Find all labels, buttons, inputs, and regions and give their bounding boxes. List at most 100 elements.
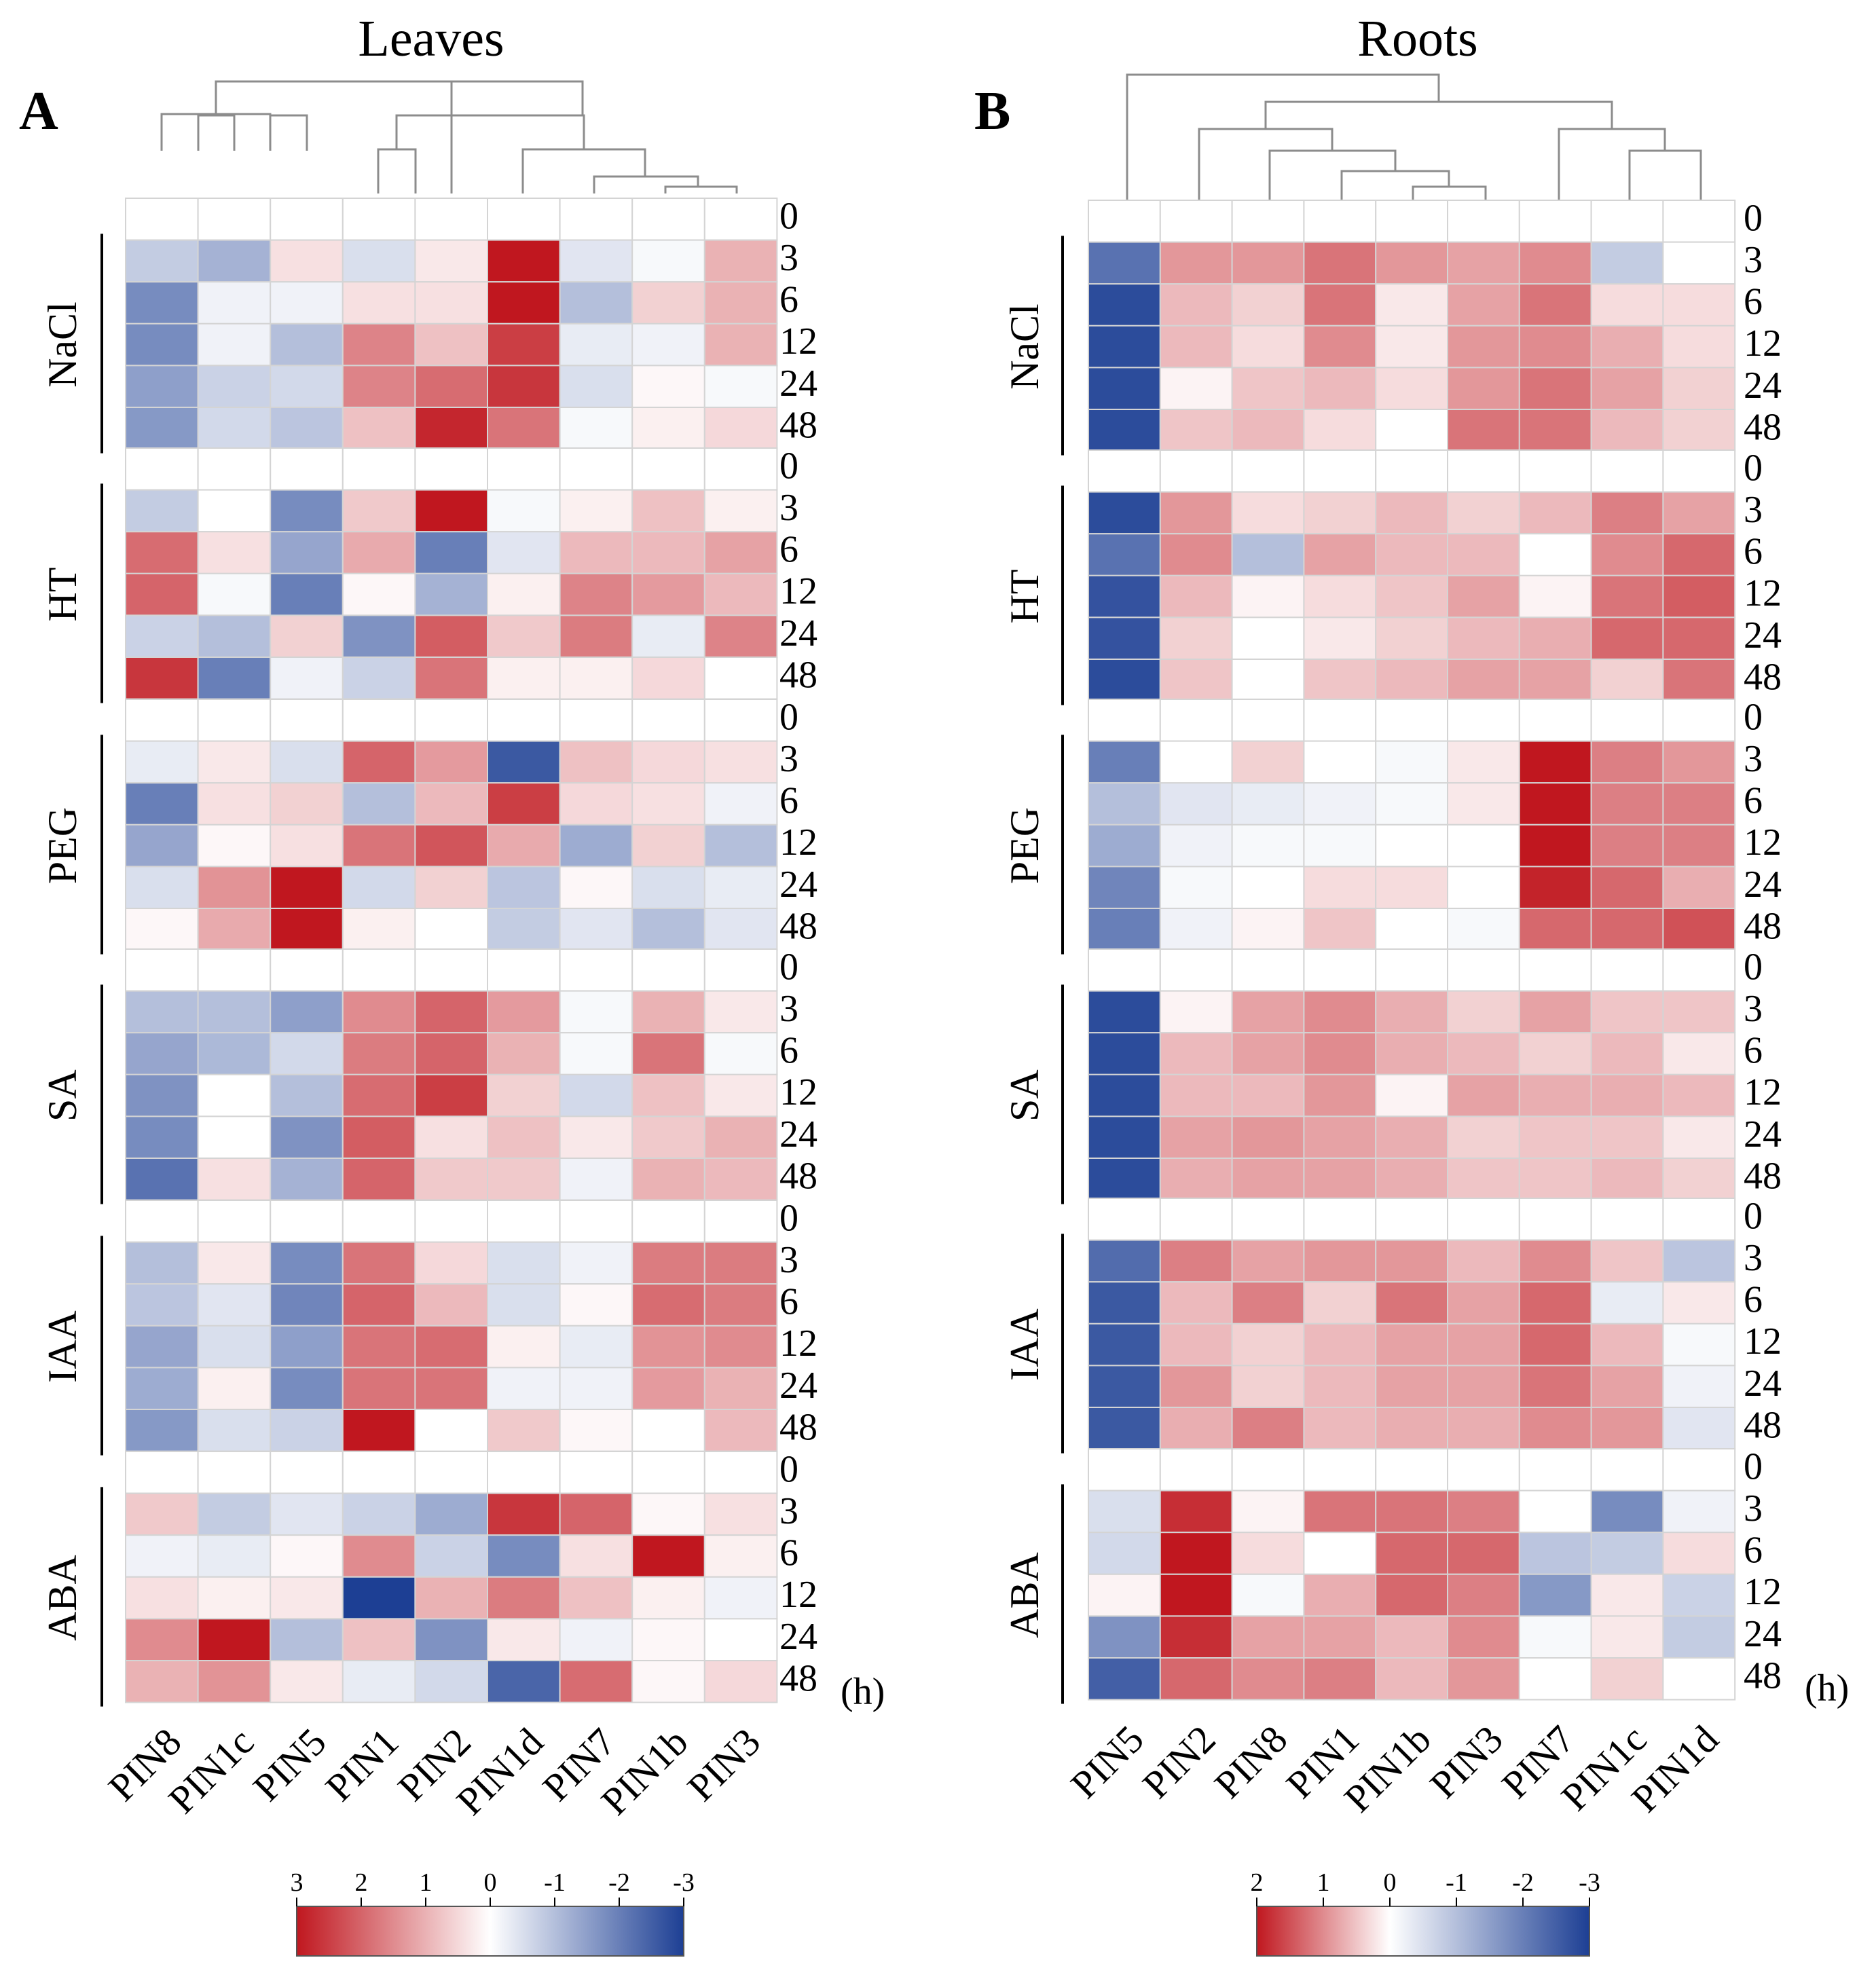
heatmap-cell — [1518, 491, 1592, 535]
heatmap-cell — [1518, 740, 1592, 784]
heatmap-cell — [1231, 1073, 1305, 1117]
time-label: 24 — [1744, 614, 1782, 656]
time-label: 0 — [1744, 696, 1763, 738]
heatmap-cell — [125, 740, 199, 784]
heatmap-cell — [559, 1325, 633, 1369]
heatmap-cell — [631, 866, 705, 910]
heatmap-cell — [487, 572, 561, 616]
heatmap-cell — [1590, 283, 1664, 327]
time-label: 48 — [1744, 905, 1782, 947]
heatmap-cell — [197, 1200, 272, 1243]
heatmap-cell — [487, 1492, 561, 1536]
heatmap-cell — [1518, 866, 1592, 910]
heatmap-cell — [270, 239, 344, 283]
heatmap-cell — [270, 531, 344, 574]
heatmap-cell — [1159, 1323, 1233, 1367]
heatmap-cell — [703, 782, 778, 826]
heatmap-cell — [1590, 491, 1664, 535]
heatmap-cell — [1447, 1573, 1520, 1617]
heatmap-cell — [1518, 1323, 1592, 1367]
heatmap-cell — [1518, 1365, 1592, 1409]
heatmap-cell — [125, 365, 199, 409]
time-label: 3 — [779, 738, 798, 780]
heatmap-cell — [342, 1283, 416, 1327]
heatmap-cell — [1375, 1490, 1448, 1534]
heatmap-cell — [414, 365, 489, 409]
heatmap-cell — [1590, 1615, 1664, 1659]
heatmap-cell — [197, 1158, 272, 1201]
heatmap-cell — [631, 281, 705, 325]
heatmap-cell — [125, 1409, 199, 1452]
heatmap-cell — [1447, 990, 1520, 1034]
panel-a-title: Leaves — [358, 10, 504, 67]
heatmap-cell — [1231, 325, 1305, 369]
heatmap-cell — [1159, 948, 1233, 992]
heatmap-cell — [414, 281, 489, 325]
time-label: 0 — [779, 195, 798, 237]
heatmap-cell — [559, 531, 633, 574]
heatmap-cell — [487, 824, 561, 868]
heatmap-cell — [1088, 1407, 1161, 1450]
heatmap-cell — [1231, 574, 1305, 618]
column-label: PIN1 — [317, 1720, 407, 1810]
time-label: 24 — [779, 1365, 817, 1407]
time-label: 6 — [779, 1532, 798, 1574]
heatmap-cell — [1518, 1532, 1592, 1575]
heatmap-cell — [1303, 409, 1377, 452]
heatmap-cell — [1303, 866, 1377, 910]
heatmap-cell — [703, 1032, 778, 1075]
heatmap-cell — [487, 489, 561, 533]
time-label: 12 — [1744, 1571, 1782, 1613]
heatmap-cell — [1662, 948, 1736, 992]
heatmap-cell — [1088, 1490, 1161, 1534]
heatmap-cell — [1375, 574, 1448, 618]
heatmap-cell — [1447, 1281, 1520, 1325]
heatmap-cell — [703, 1073, 778, 1117]
heatmap-cell — [1303, 782, 1377, 826]
heatmap-cell — [487, 365, 561, 409]
heatmap-cell — [487, 1283, 561, 1327]
heatmap-cell — [1375, 409, 1448, 452]
heatmap-cell — [1231, 533, 1305, 576]
heatmap-cell — [1375, 1407, 1448, 1450]
heatmap-cell — [1662, 241, 1736, 285]
heatmap-cell — [270, 365, 344, 409]
time-label: 6 — [1744, 531, 1763, 573]
heatmap-cell — [270, 1451, 344, 1494]
heatmap-cell — [270, 1660, 344, 1703]
heatmap-cell — [1159, 1615, 1233, 1659]
colorbar-a-ticks: 3 2 1 0 -1 -2 -3 — [291, 1868, 695, 1906]
group-label: SA — [1002, 1069, 1047, 1122]
heatmap-cell — [1375, 1532, 1448, 1575]
heatmap-cell — [1518, 1158, 1592, 1201]
heatmap-cell — [1303, 616, 1377, 661]
heatmap-cell — [1088, 948, 1161, 992]
time-label: 0 — [779, 445, 798, 487]
heatmap-cell — [1303, 533, 1377, 576]
heatmap-cell — [1518, 659, 1592, 702]
heatmap-cell — [1447, 574, 1520, 618]
heatmap-cell — [1447, 367, 1520, 411]
heatmap-cell — [1590, 409, 1664, 452]
heatmap-cell — [559, 948, 633, 992]
heatmap-cell — [414, 782, 489, 826]
heatmap-cell — [559, 866, 633, 910]
heatmap-cell — [559, 1283, 633, 1327]
colorbar-tick-label: -3 — [673, 1868, 695, 1897]
time-label: 24 — [779, 1616, 817, 1658]
heatmap-cell — [1447, 1532, 1520, 1575]
heatmap-cell — [703, 656, 778, 700]
heatmap-cell — [1231, 241, 1305, 285]
heatmap-cell — [1303, 1532, 1377, 1575]
time-label: 0 — [779, 946, 798, 988]
heatmap-cell — [1159, 574, 1233, 618]
heatmap-cell — [1375, 325, 1448, 369]
heatmap-cell — [1231, 1448, 1305, 1492]
heatmap-cell — [703, 866, 778, 910]
time-label: 12 — [779, 1323, 817, 1365]
heatmap-cell — [414, 614, 489, 659]
heatmap-cell — [270, 572, 344, 616]
dendrogram-branch — [1264, 100, 1613, 129]
heatmap-cell — [125, 782, 199, 826]
time-label: 0 — [779, 696, 798, 738]
